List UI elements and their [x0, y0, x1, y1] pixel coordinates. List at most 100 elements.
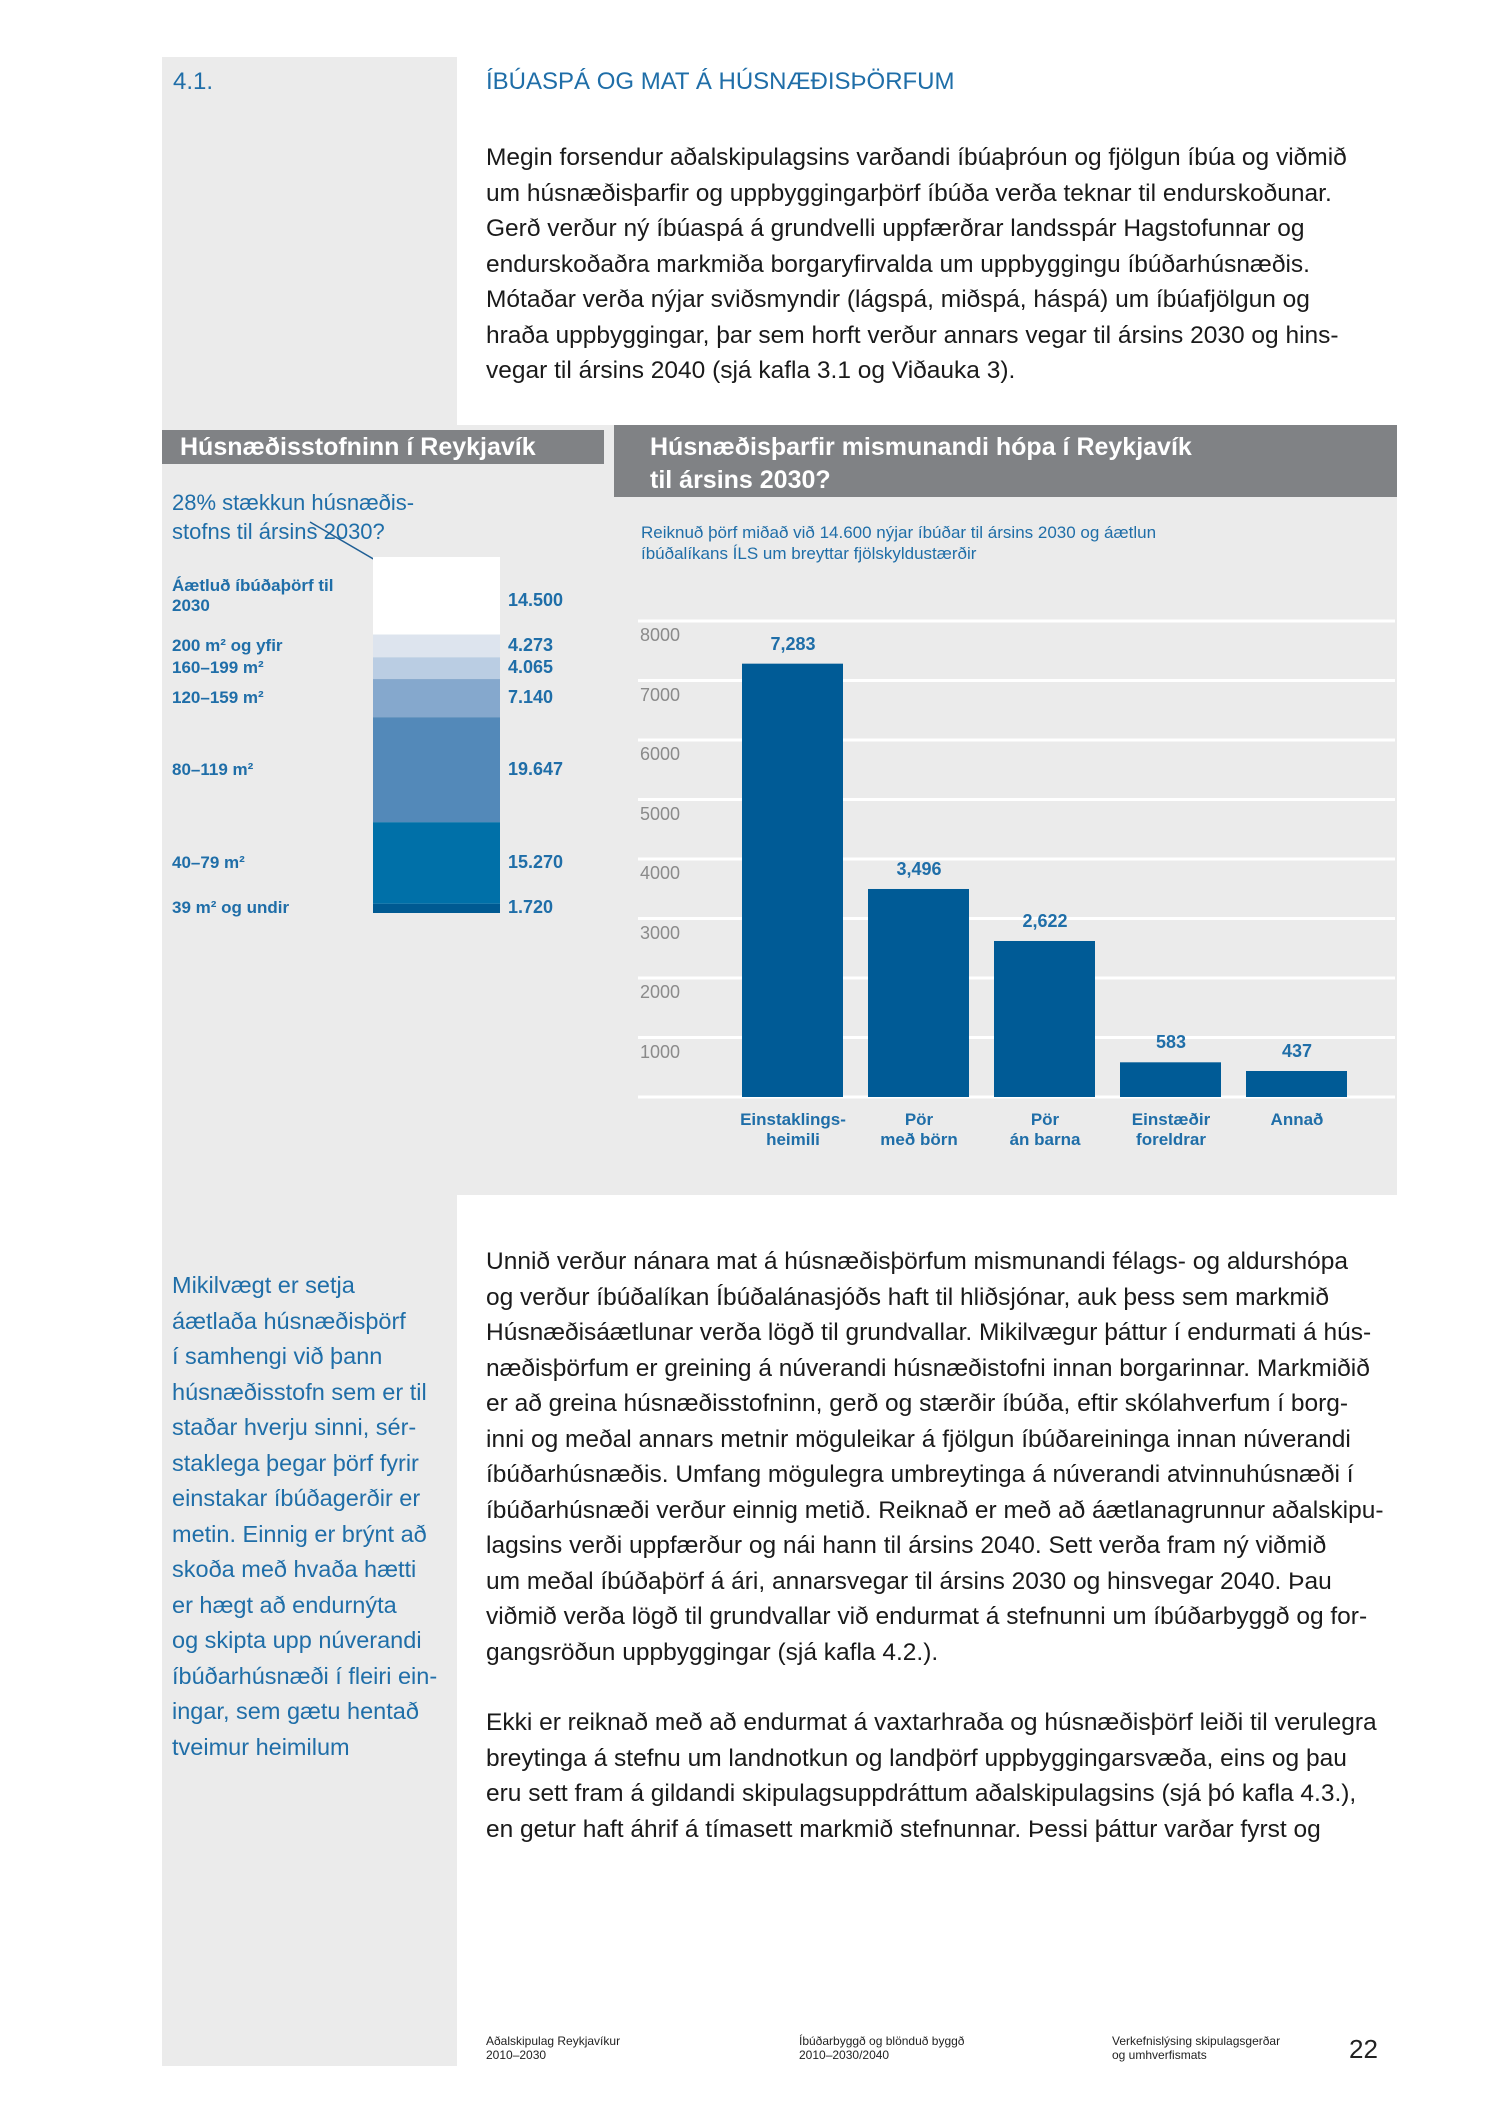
category-label-line: Pör — [904, 1110, 934, 1129]
category-label-line: með börn — [880, 1130, 958, 1149]
category-label: Einstæðir foreldrar — [1096, 1110, 1246, 1150]
section-number: 4.1. — [173, 68, 214, 95]
stack-segment — [373, 903, 500, 913]
footer-chapter: Íbúðarbyggð og blönduð byggð 2010–2030/20… — [799, 2034, 964, 2062]
y-tick-label: 3000 — [640, 922, 681, 943]
stack-segment — [373, 634, 500, 658]
text-line: áætlaða húsnæðisþörf — [172, 1307, 406, 1334]
bar — [742, 663, 843, 1097]
y-tick-label: 5000 — [640, 803, 681, 824]
y-tick-label: 6000 — [640, 744, 681, 764]
stack-category-label: 200 m² og yfir — [172, 635, 283, 655]
section-title: ÍBÚASPÁ OG MAT Á HÚSNÆÐISÞÖRFUM — [486, 68, 955, 95]
footer-document-title: Aðalskipulag Reykjavíkur 2010–2030 — [486, 2034, 620, 2062]
text-line: staklega þegar þörf fyrir — [172, 1449, 419, 1476]
text-line: Íbúðarbyggð og blönduð byggð — [799, 2034, 965, 2048]
text-line: í samhengi við þann — [172, 1343, 383, 1369]
stack-value-label: 19.647 — [508, 758, 564, 779]
text-line: Gerð verður ný íbúaspá á grundvelli uppf… — [486, 215, 1305, 242]
text-line: Megin forsendur aðalskipulagsins varðand… — [486, 144, 1347, 171]
text-line: inni og meðal annars metnir möguleikar á… — [486, 1425, 1351, 1453]
stack-value-label: 1.720 — [508, 897, 554, 918]
category-label-line: án barna — [1009, 1130, 1081, 1149]
category-label-line: foreldrar — [1136, 1130, 1206, 1149]
text-line: Unnið verður nánara mat á húsnæðisþörfum… — [486, 1248, 1349, 1275]
text-line: húsnæðisstofn sem er til — [172, 1378, 427, 1405]
bar — [1246, 1070, 1347, 1097]
category-label: Pör með börn — [844, 1110, 994, 1150]
text-line: og umhverfismats — [1112, 2048, 1207, 2062]
stack-segment — [373, 679, 500, 718]
footer-document-type: Verkefnislýsing skipulagsgerðar og umhver… — [1112, 2034, 1280, 2062]
text-line: gangsröðun uppbyggingar (sjá kafla 4.2.)… — [486, 1638, 939, 1666]
category-label-line: Einstaklings- — [740, 1110, 846, 1129]
category-label-line: heimili — [766, 1130, 820, 1149]
text-line: næðisþörfum er greining á núverandi húsn… — [486, 1354, 1370, 1382]
text-line: og verður íbúðalíkan Íbúðalánasjóðs haft… — [486, 1283, 1329, 1311]
text-line: Mikilvægt er setja — [172, 1272, 355, 1298]
sidebar-quote: Mikilvægt er setja áætlaða húsnæðisþörf í … — [172, 1268, 462, 1765]
text-line: Húsnæðisþarfir mismunandi hópa í Reykjav… — [650, 433, 1192, 461]
y-tick-label: 7000 — [640, 684, 681, 705]
text-line: en getur haft áhrif á tímasett markmið s… — [486, 1815, 1321, 1843]
text-line: íbúðarhúsnæði verður einnig metið. Reikn… — [486, 1496, 1384, 1524]
groups-chart-title: Húsnæðisþarfir mismunandi hópa í Reykjav… — [614, 425, 1397, 497]
stack-value-label: 15.270 — [508, 852, 564, 872]
bar — [868, 888, 969, 1097]
text-line: um meðal íbúðaþörf á ári, annarsvegar ti… — [486, 1567, 1332, 1595]
text-line: tveimur heimilum — [172, 1733, 350, 1760]
stack-value-label: 7.140 — [508, 687, 554, 708]
text-line: staðar hverju sinni, sér- — [172, 1414, 417, 1440]
text-line: viðmið verða lögð til grundvallar við en… — [486, 1603, 1368, 1630]
text-line: Verkefnislýsing skipulagsgerðar — [1112, 2034, 1281, 2048]
y-tick-label: 1000 — [640, 1041, 681, 1062]
text-line: 2010–2030 — [486, 2048, 547, 2062]
category-label-line: Pör — [1030, 1110, 1060, 1129]
text-line: endurskoðaðra markmiða borgaryfirvalda u… — [486, 250, 1310, 278]
stock-chart-title: Húsnæðisstofninn í Reykjavík — [162, 430, 604, 464]
text-line: stofns til ársins 2030? — [172, 519, 385, 544]
category-label: Pör án barna — [970, 1110, 1120, 1150]
bar — [1120, 1062, 1221, 1097]
y-tick-label: 2000 — [640, 982, 681, 1002]
text-line: 2010–2030/2040 — [799, 2048, 890, 2062]
text-line: íbúðarhúsnæði í fleiri ein- — [172, 1662, 438, 1689]
stack-segment — [373, 717, 500, 823]
text-line: um húsnæðisþarfir og uppbyggingarþörf íb… — [486, 179, 1332, 207]
text-line: lagsins verði uppfærður og nái hann til … — [486, 1532, 1327, 1559]
text-line: íbúðalíkans ÍLS um breyttar fjölskyldust… — [641, 544, 977, 563]
text-line: er að greina húsnæðisstofninn, gerð og s… — [486, 1390, 1349, 1417]
category-label: Einstaklings-heimili — [718, 1110, 868, 1150]
bar-value-label: 437 — [1281, 1040, 1313, 1061]
text-line: breytinga á stefnu um landnotkun og land… — [486, 1744, 1347, 1772]
text-line: er hægt að endurnýta — [172, 1591, 397, 1618]
text-line: Reiknuð þörf miðað við 14.600 nýjar íbúð… — [641, 523, 1157, 542]
stack-segment — [373, 657, 500, 680]
intro-paragraph: Megin forsendur aðalskipulagsins varðand… — [486, 140, 1406, 389]
bar-value-label: 3,496 — [896, 858, 942, 879]
stack-category-label: Áætluð íbúðaþörf til 2030 — [172, 575, 334, 615]
body-paragraph-1: Unnið verður nánara mat á húsnæðisþörfum… — [486, 1244, 1406, 1670]
y-tick-label: 4000 — [640, 863, 681, 883]
stack-value-label: 4.065 — [508, 657, 554, 678]
text-line: Húsnæðisáætlunar verða lögð til grundval… — [486, 1319, 1372, 1346]
stack-category-label: 39 m² og undir — [172, 898, 290, 918]
bar-value-label: 583 — [1155, 1032, 1187, 1053]
stack-category-label: 40–79 m² — [172, 853, 245, 872]
stack-segment — [373, 557, 500, 635]
text-line: hraða uppbyggingar, þar sem horft verður… — [486, 321, 1339, 349]
stack-category-label: 120–159 m² — [172, 688, 264, 708]
text-line: Ekki er reiknað með að endurmat á vaxtar… — [486, 1709, 1377, 1736]
text-line: eru sett fram á gildandi skipulagsuppdrá… — [486, 1780, 1357, 1807]
text-line: og skipta upp núverandi — [172, 1627, 422, 1653]
groups-chart-subtitle: Reiknuð þörf miðað við 14.600 nýjar íbúð… — [641, 522, 1156, 564]
page-number: 22 — [1349, 2034, 1378, 2064]
text-line: Mótaðar verða nýjar sviðsmyndir (lágspá,… — [486, 286, 1310, 313]
text-line: skoða með hvaða hætti — [172, 1556, 417, 1582]
bar-value-label: 7,283 — [770, 633, 816, 654]
stack-category-label: 160–199 m² — [172, 658, 264, 678]
category-label-line: Einstæðir — [1131, 1110, 1211, 1129]
text-line: Aðalskipulag Reykjavíkur — [486, 2034, 621, 2048]
